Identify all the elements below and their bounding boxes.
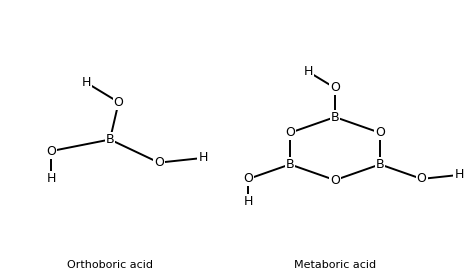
- Text: O: O: [330, 174, 340, 187]
- Text: H: H: [199, 151, 208, 164]
- Text: O: O: [285, 126, 295, 139]
- Text: H: H: [455, 169, 464, 181]
- Text: O: O: [417, 172, 427, 186]
- Text: O: O: [154, 156, 164, 169]
- Text: O: O: [375, 126, 385, 139]
- Text: H: H: [82, 76, 91, 90]
- Text: O: O: [46, 145, 56, 158]
- Text: H: H: [303, 65, 313, 78]
- Text: Metaboric acid: Metaboric acid: [294, 260, 376, 270]
- Text: O: O: [244, 172, 253, 186]
- Text: B: B: [376, 158, 384, 171]
- Text: B: B: [106, 133, 114, 146]
- Text: Orthoboric acid: Orthoboric acid: [67, 260, 153, 270]
- Text: O: O: [330, 81, 340, 95]
- Text: B: B: [331, 110, 339, 124]
- Text: H: H: [244, 196, 253, 208]
- Text: B: B: [286, 158, 294, 171]
- Text: O: O: [114, 96, 124, 109]
- Text: H: H: [46, 172, 56, 185]
